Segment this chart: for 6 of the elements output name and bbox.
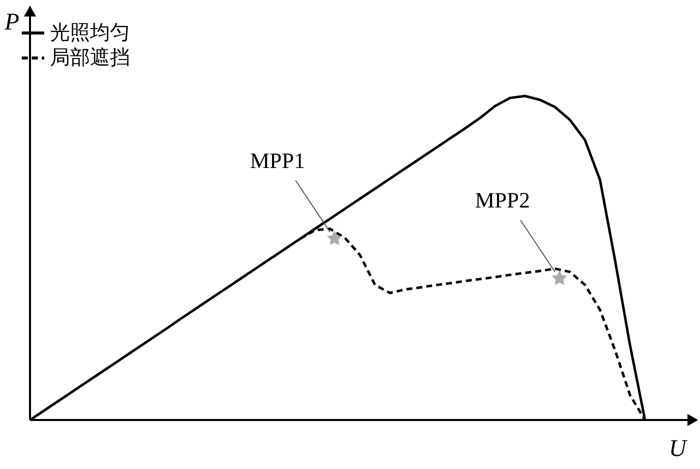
annotation: MPP2 <box>474 188 530 213</box>
x-axis-title: U <box>668 436 688 462</box>
legend-label: 局部遮挡 <box>50 45 130 69</box>
y-axis-title: P <box>4 10 20 36</box>
legend-label: 光照均匀 <box>50 20 130 44</box>
annotation: MPP1 <box>250 148 306 173</box>
